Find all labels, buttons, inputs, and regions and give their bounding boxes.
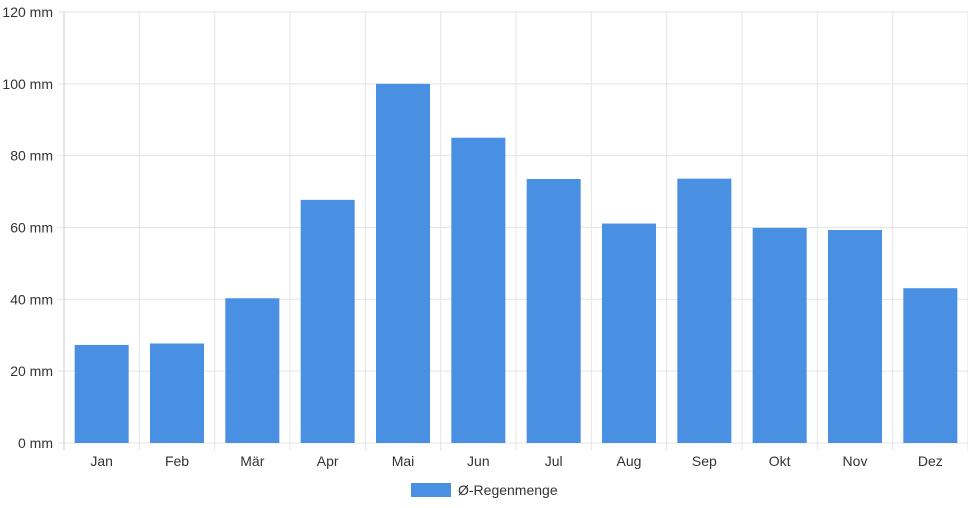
bar-Okt[interactable]: [752, 227, 807, 443]
legend-swatch: [411, 483, 451, 497]
y-tick-label: 80 mm: [10, 148, 53, 164]
bar-Aug[interactable]: [602, 223, 656, 443]
x-tick-label: Feb: [165, 453, 189, 469]
x-tick-label: Mai: [392, 453, 415, 469]
x-tick-label: Jan: [90, 453, 113, 469]
y-axis-ticks: 0 mm 20 mm 40 mm 60 mm 80 mm 100 mm 120 mm: [2, 4, 53, 451]
legend-label: Ø-Regenmenge: [458, 482, 558, 498]
x-tick-label: Sep: [692, 453, 717, 469]
x-tick-label: Nov: [843, 453, 868, 469]
y-tick-label: 120 mm: [2, 4, 53, 20]
y-tick-label: 100 mm: [2, 76, 53, 92]
bar-Mai[interactable]: [376, 83, 430, 443]
bar-Jan[interactable]: [74, 344, 129, 443]
y-tick-label: 0 mm: [18, 435, 53, 451]
x-tick-label: Okt: [769, 453, 791, 469]
legend[interactable]: Ø-Regenmenge: [411, 482, 558, 498]
bar-Mär[interactable]: [225, 298, 280, 443]
bar-Dez[interactable]: [903, 288, 958, 443]
x-axis-ticks: Jan Feb Mär Apr Mai Jun Jul Aug Sep Okt Nov Dez: [90, 453, 942, 469]
bar-Apr[interactable]: [300, 199, 355, 443]
y-tick-label: 40 mm: [10, 291, 53, 307]
x-tick-label: Apr: [317, 453, 339, 469]
bar-Jun[interactable]: [451, 137, 506, 444]
bar-Jul[interactable]: [526, 179, 581, 443]
y-tick-label: 60 mm: [10, 220, 53, 236]
grid-layer: [58, 11, 968, 451]
bars-layer: [74, 83, 958, 444]
x-tick-label: Jun: [467, 453, 490, 469]
x-tick-label: Mär: [240, 453, 264, 469]
bar-Nov[interactable]: [828, 230, 882, 443]
y-tick-label: 20 mm: [10, 363, 53, 379]
bar-Feb[interactable]: [150, 343, 204, 443]
x-tick-label: Jul: [545, 453, 563, 469]
x-tick-label: Aug: [617, 453, 642, 469]
bar-Sep[interactable]: [677, 178, 732, 444]
x-tick-label: Dez: [918, 453, 943, 469]
